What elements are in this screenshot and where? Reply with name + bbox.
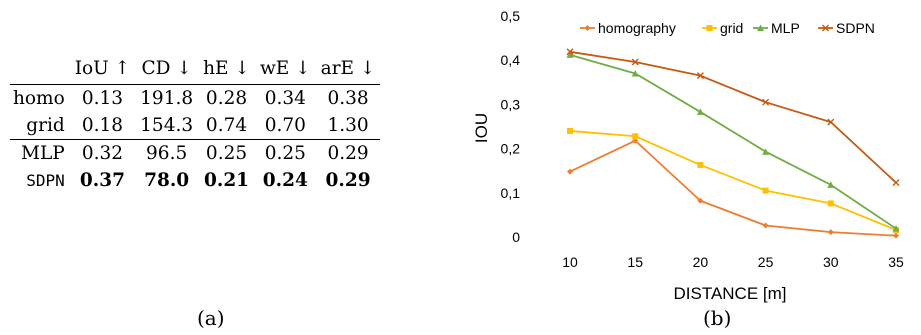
cell-we: 0.34 xyxy=(264,88,306,109)
data-point xyxy=(892,225,900,232)
table-row: SDPN 0.37 78.0 0.21 0.24 0.29 xyxy=(10,167,380,194)
cell-are: 0.38 xyxy=(327,88,369,109)
header-he: hE ↓ xyxy=(198,55,255,85)
legend-label: MLP xyxy=(771,20,800,36)
series-line-sdpn xyxy=(569,50,897,184)
data-point xyxy=(893,232,899,239)
series-line-mlp xyxy=(569,54,897,230)
data-point xyxy=(696,108,704,115)
header-are: arE ↓ xyxy=(315,55,381,85)
legend-label: homography xyxy=(598,20,676,36)
corner-header xyxy=(10,55,70,85)
x-tick-label: 15 xyxy=(627,254,643,270)
y-tick-label: 0,4 xyxy=(501,52,521,68)
cell-iou: 0.13 xyxy=(81,88,124,109)
data-point xyxy=(827,118,835,126)
data-point xyxy=(762,98,770,106)
cell-cd: 191.8 xyxy=(140,88,194,109)
metrics-table: IoU ↑ CD ↓ hE ↓ wE ↓ arE ↓ homo 0.13 191… xyxy=(10,55,381,194)
data-point xyxy=(632,133,639,140)
data-point xyxy=(827,181,835,188)
cell-he: 0.21 xyxy=(204,170,250,191)
caption-b: (b) xyxy=(703,306,732,330)
data-point xyxy=(567,168,573,175)
legend-label: SDPN xyxy=(836,20,875,36)
data-point xyxy=(762,187,769,194)
y-tick-label: 0,5 xyxy=(501,8,521,24)
y-tick-label: 0,1 xyxy=(501,185,521,201)
cell-he: 0.74 xyxy=(205,115,248,136)
x-tick-label: 20 xyxy=(693,254,709,270)
data-point xyxy=(827,200,834,207)
header-we: wE ↓ xyxy=(254,55,316,85)
cell-are: 1.30 xyxy=(327,115,369,136)
cell-cd: 96.5 xyxy=(135,139,199,167)
table-header-row: IoU ↑ CD ↓ hE ↓ wE ↓ arE ↓ xyxy=(10,55,381,85)
line-chart: 0 0,1 0,2 0,3 0,4 0,5 10 15 20 25 30 35 DISTANCE [m]… xyxy=(472,8,904,303)
row-name: grid xyxy=(26,115,65,136)
row-name: MLP xyxy=(10,139,70,167)
x-tick-label: 10 xyxy=(562,254,578,270)
chart-panel: 0 0,1 0,2 0,3 0,4 0,5 10 15 20 25 30 35 DISTANCE [m]… xyxy=(455,0,921,335)
cell-we: 0.24 xyxy=(262,170,308,191)
x-tick-label: 30 xyxy=(823,254,839,270)
data-point xyxy=(567,127,573,134)
data-point xyxy=(892,179,900,187)
y-tick-label: 0,3 xyxy=(501,96,521,112)
data-point xyxy=(696,72,704,80)
legend-label: grid xyxy=(720,20,743,36)
data-point xyxy=(566,48,574,56)
x-tick-label: 35 xyxy=(888,254,904,270)
data-point xyxy=(697,197,704,204)
data-point xyxy=(631,69,639,77)
cell-are: 0.29 xyxy=(325,170,371,191)
cell-cd: 78.0 xyxy=(144,170,190,191)
y-axis-title: IOU xyxy=(472,113,491,143)
data-point xyxy=(566,51,574,58)
cell-we: 0.25 xyxy=(254,139,316,167)
series-line-grid xyxy=(569,130,897,231)
data-point xyxy=(827,229,834,236)
cell-are: 0.29 xyxy=(315,139,381,167)
cell-iou: 0.18 xyxy=(81,115,124,136)
header-iou: IoU ↑ xyxy=(69,55,136,85)
header-cd: CD ↓ xyxy=(135,55,199,85)
cell-iou: 0.32 xyxy=(69,139,136,167)
legend-marker xyxy=(706,25,713,31)
table-row: MLP 0.32 96.5 0.25 0.25 0.29 xyxy=(10,139,381,167)
cell-he: 0.28 xyxy=(205,88,248,109)
legend-marker xyxy=(822,24,829,32)
y-tick-label: 0 xyxy=(512,229,520,245)
table-panel: IoU ↑ CD ↓ hE ↓ wE ↓ arE ↓ homo 0.13 191… xyxy=(0,0,440,335)
legend-marker xyxy=(757,24,764,31)
table-row: homo 0.13 191.8 0.28 0.34 0.38 xyxy=(10,85,380,113)
data-point xyxy=(762,222,769,229)
caption-a: (a) xyxy=(197,306,225,330)
data-point xyxy=(631,58,639,66)
cell-cd: 154.3 xyxy=(140,115,194,136)
y-tick-label: 0,2 xyxy=(501,141,521,157)
data-point xyxy=(762,148,770,155)
series-line-homography xyxy=(569,139,897,237)
data-point xyxy=(697,161,704,168)
cell-we: 0.70 xyxy=(264,115,306,136)
cell-he: 0.25 xyxy=(198,139,255,167)
x-axis-title: DISTANCE [m] xyxy=(673,284,786,303)
row-name: SDPN xyxy=(26,171,65,190)
row-name: homo xyxy=(13,88,65,109)
legend-marker xyxy=(584,25,591,31)
cell-iou: 0.37 xyxy=(79,170,125,191)
table-row: grid 0.18 154.3 0.74 0.70 1.30 xyxy=(10,112,380,140)
x-tick-label: 25 xyxy=(758,254,774,270)
